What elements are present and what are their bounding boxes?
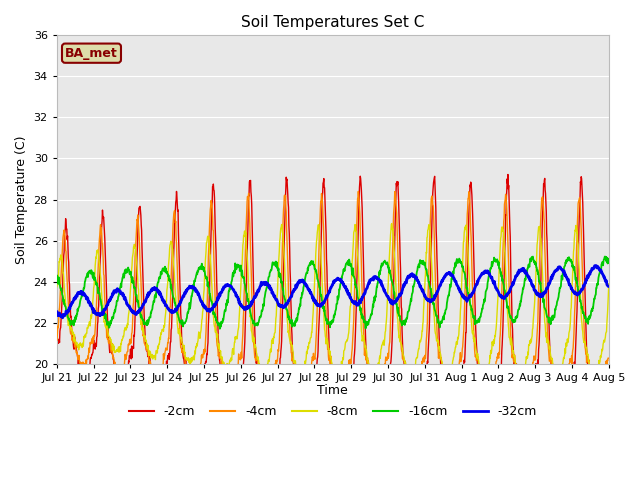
Text: BA_met: BA_met [65,47,118,60]
X-axis label: Time: Time [317,384,348,397]
Y-axis label: Soil Temperature (C): Soil Temperature (C) [15,135,28,264]
Title: Soil Temperatures Set C: Soil Temperatures Set C [241,15,424,30]
Legend: -2cm, -4cm, -8cm, -16cm, -32cm: -2cm, -4cm, -8cm, -16cm, -32cm [124,400,542,423]
